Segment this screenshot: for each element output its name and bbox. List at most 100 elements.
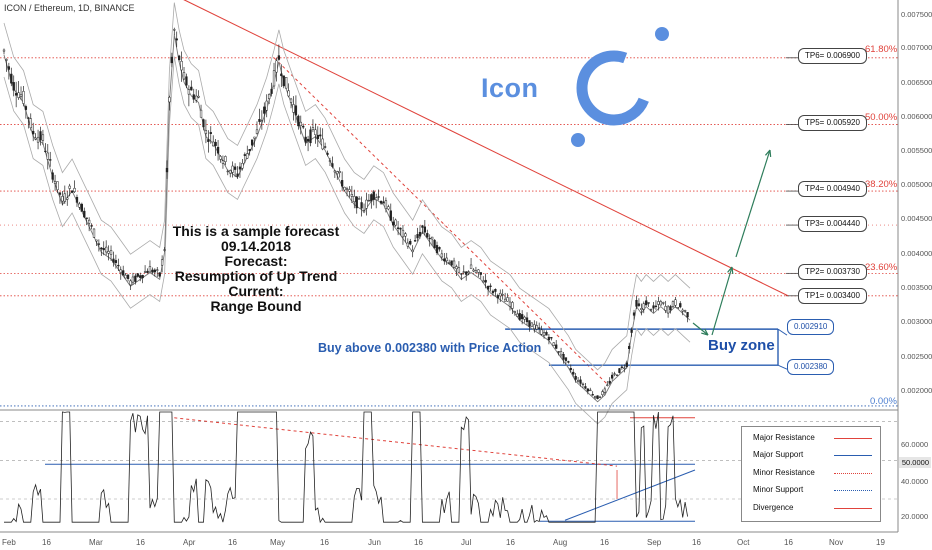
candle-body bbox=[190, 86, 193, 91]
candle-body bbox=[2, 49, 6, 52]
candle-body bbox=[292, 104, 295, 113]
candle-body bbox=[12, 82, 15, 91]
candle-body bbox=[333, 170, 336, 173]
candle-body bbox=[552, 342, 555, 346]
candle-body bbox=[611, 374, 614, 379]
candle-body bbox=[365, 199, 368, 209]
candle-body bbox=[143, 271, 147, 273]
candle-body bbox=[34, 137, 37, 140]
candle-body bbox=[574, 375, 577, 380]
candle-body bbox=[253, 136, 256, 139]
candle-body bbox=[448, 262, 451, 264]
y-tick: 0.005000 bbox=[901, 180, 932, 189]
y-tick: 0.006500 bbox=[901, 78, 932, 87]
candle-body bbox=[328, 160, 332, 162]
x-tick: Apr bbox=[183, 538, 196, 547]
candle-body bbox=[192, 94, 195, 100]
candle-body bbox=[411, 249, 414, 252]
candle-body bbox=[426, 233, 429, 238]
candle-body bbox=[105, 246, 108, 253]
candle-body bbox=[657, 301, 660, 305]
candle-body bbox=[309, 129, 312, 144]
candle-body bbox=[511, 302, 514, 309]
candle-body bbox=[579, 379, 582, 384]
target-tp1: TP1= 0.003400 bbox=[798, 288, 867, 304]
candle-body bbox=[258, 119, 261, 122]
candle-body bbox=[268, 94, 271, 99]
candle-body bbox=[654, 305, 658, 307]
rsi-y-tick: 40.0000 bbox=[901, 477, 929, 486]
candle-body bbox=[430, 236, 434, 240]
candle-body bbox=[41, 134, 45, 141]
candle-body bbox=[343, 186, 346, 191]
buy-zone-label: Buy zone bbox=[708, 337, 775, 354]
candle-body bbox=[340, 180, 344, 187]
candle-body bbox=[131, 276, 135, 283]
candle-body bbox=[652, 305, 655, 309]
rsi-y-tick: 20.0000 bbox=[901, 512, 929, 521]
buy-zone-leader bbox=[777, 328, 788, 336]
candle-body bbox=[598, 396, 602, 399]
candle-body bbox=[78, 203, 81, 208]
candle-body bbox=[382, 201, 385, 204]
candle-body bbox=[664, 306, 667, 311]
candle-body bbox=[474, 270, 478, 273]
candle-body bbox=[542, 332, 546, 336]
candle-body bbox=[469, 264, 473, 269]
candle-body bbox=[338, 170, 341, 173]
candle-body bbox=[572, 371, 575, 375]
candle-body bbox=[280, 73, 283, 77]
candle-body bbox=[581, 383, 585, 386]
candle-body bbox=[550, 337, 553, 339]
target-arrow-second bbox=[735, 149, 771, 258]
rsi-divergence bbox=[174, 417, 618, 467]
candle-body bbox=[180, 60, 183, 71]
candle-body bbox=[350, 194, 354, 197]
candle-body bbox=[216, 146, 220, 154]
candle-body bbox=[114, 260, 118, 264]
x-tick: 16 bbox=[600, 538, 609, 547]
x-tick: 19 bbox=[876, 538, 885, 547]
candle-body bbox=[618, 368, 621, 373]
candle-body bbox=[297, 115, 300, 127]
candle-body bbox=[22, 91, 25, 104]
candle-body bbox=[392, 221, 395, 226]
x-tick: Oct bbox=[737, 538, 750, 547]
x-tick: Feb bbox=[2, 538, 16, 547]
buy-above-note: Buy above 0.002380 with Price Action bbox=[318, 341, 542, 355]
candle-body bbox=[306, 138, 310, 142]
candle-body bbox=[221, 160, 225, 164]
x-tick: Jul bbox=[461, 538, 472, 547]
candle-body bbox=[637, 303, 641, 306]
y-tick: 0.007500 bbox=[901, 10, 932, 19]
x-tick: Mar bbox=[89, 538, 103, 547]
candle-body bbox=[15, 93, 18, 96]
candle-body bbox=[467, 271, 470, 274]
candle-body bbox=[158, 272, 161, 277]
candle-body bbox=[63, 193, 66, 202]
candle-body bbox=[24, 106, 28, 110]
candle-body bbox=[348, 189, 351, 192]
candle-body bbox=[272, 70, 276, 87]
legend-label: Major Resistance bbox=[753, 433, 815, 442]
candle-body bbox=[260, 120, 264, 123]
candle-body bbox=[666, 306, 670, 314]
legend-swatch bbox=[834, 455, 872, 456]
brand-name: Icon bbox=[481, 73, 539, 103]
candle-body bbox=[202, 119, 205, 128]
candle-body bbox=[379, 201, 383, 204]
candle-body bbox=[304, 136, 307, 143]
candle-body bbox=[124, 274, 127, 279]
candle-body bbox=[319, 134, 322, 137]
x-tick: 16 bbox=[506, 538, 515, 547]
candle-body bbox=[360, 202, 363, 209]
legend-label: Minor Resistance bbox=[753, 468, 815, 477]
candle-body bbox=[404, 233, 407, 237]
candle-body bbox=[87, 219, 91, 224]
candle-body bbox=[367, 199, 371, 202]
candle-body bbox=[83, 210, 86, 218]
candle-body bbox=[275, 60, 278, 73]
candle-body bbox=[27, 117, 30, 119]
